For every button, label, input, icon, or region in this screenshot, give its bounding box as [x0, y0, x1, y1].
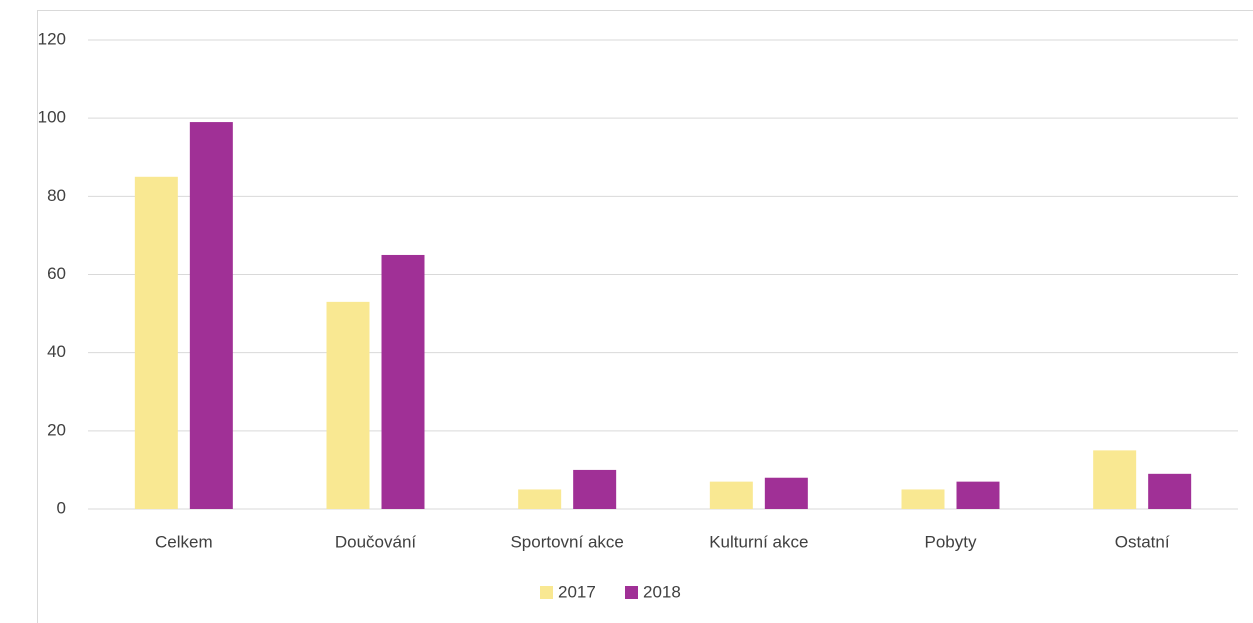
- bar: [956, 481, 1000, 509]
- legend-swatch: [540, 586, 553, 599]
- bar: [518, 489, 562, 509]
- legend-label: 2017: [558, 582, 596, 601]
- bar: [709, 481, 753, 509]
- x-tick-label: Kulturní akce: [709, 532, 808, 551]
- bar: [189, 122, 233, 509]
- bar: [573, 469, 617, 509]
- y-tick-label: 80: [47, 186, 66, 205]
- bar: [1148, 473, 1192, 509]
- y-tick-label: 100: [38, 108, 66, 127]
- bar: [901, 489, 945, 509]
- y-tick-label: 20: [47, 420, 66, 439]
- x-tick-label: Celkem: [155, 532, 213, 551]
- bar: [764, 477, 808, 509]
- x-tick-label: Sportovní akce: [510, 532, 623, 551]
- chart-frame: [37, 10, 1253, 623]
- bar: [134, 176, 178, 509]
- y-tick-label: 0: [57, 498, 66, 517]
- x-tick-label: Doučování: [335, 532, 417, 551]
- y-tick-label: 120: [38, 29, 66, 48]
- x-tick-label: Ostatní: [1115, 532, 1170, 551]
- legend-label: 2018: [643, 582, 681, 601]
- legend-swatch: [625, 586, 638, 599]
- y-tick-label: 60: [47, 264, 66, 283]
- bar: [1093, 450, 1137, 509]
- bar: [381, 254, 425, 509]
- y-tick-label: 40: [47, 342, 66, 361]
- bar: [326, 301, 370, 509]
- x-tick-label: Pobyty: [925, 532, 977, 551]
